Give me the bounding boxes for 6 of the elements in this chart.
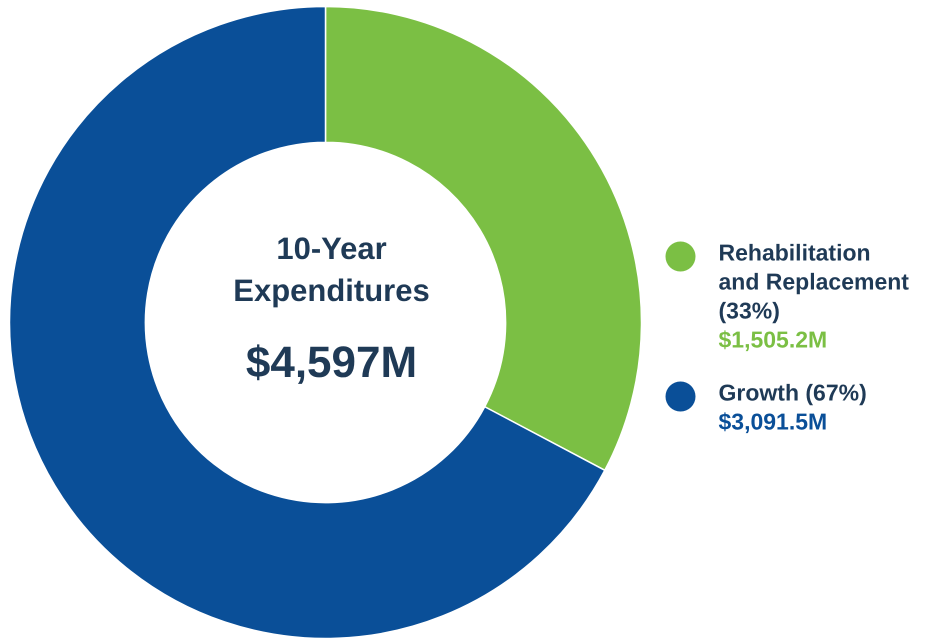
data-label: $3,091.5M — [718, 408, 828, 434]
legend-label: Growth (67%) — [718, 380, 867, 406]
text: 10-Year Expenditures — [233, 231, 430, 308]
text: $4,597M — [246, 338, 418, 387]
legend-label: Rehabilitation and Replacement (33%) — [718, 240, 910, 324]
data-label: $1,505.2M — [718, 326, 828, 352]
